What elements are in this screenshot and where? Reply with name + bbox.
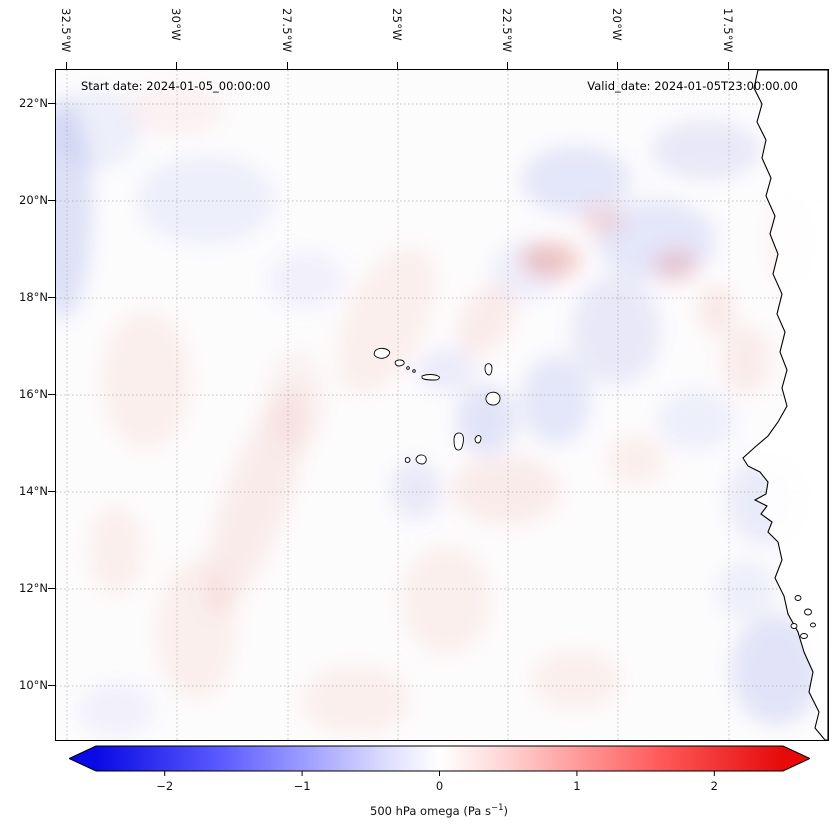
x-tick-label-17-5w: 17.5°W bbox=[721, 8, 735, 53]
x-tick-label-30w: 30°W bbox=[169, 8, 183, 41]
x-tick-label-32-5w: 32.5°W bbox=[59, 8, 73, 53]
x-tickmark bbox=[287, 62, 288, 69]
x-tickmark bbox=[507, 62, 508, 69]
cape-verde-islands bbox=[373, 347, 501, 465]
colorbar-tick-one: 1 bbox=[573, 779, 581, 793]
coastal-islands bbox=[790, 595, 816, 639]
valid-date-annotation: Valid_date: 2024-01-05T23:00:00.00 bbox=[587, 79, 798, 93]
y-tick-label-22n: 22°N bbox=[19, 96, 48, 110]
y-tick-label-16n: 16°N bbox=[19, 387, 48, 401]
colorbar-tick-zero: 0 bbox=[435, 779, 444, 793]
graticule-gridlines bbox=[56, 70, 828, 740]
x-tickmark bbox=[397, 62, 398, 69]
y-tickmark bbox=[48, 685, 55, 686]
map-canvas bbox=[56, 70, 828, 740]
colorbar-label-suffix: ) bbox=[503, 803, 508, 818]
y-tick-label-10n: 10°N bbox=[19, 678, 48, 692]
colorbar bbox=[67, 745, 812, 779]
omega-field bbox=[56, 85, 821, 738]
map-plot-area: Start date: 2024-01-05_00:00:00 Valid_da… bbox=[55, 69, 829, 741]
africa-coastline bbox=[742, 70, 828, 740]
colorbar-tick-minus1: −1 bbox=[293, 779, 311, 793]
colorbar-tick-minus2: −2 bbox=[156, 779, 174, 793]
x-tick-label-22-5w: 22.5°W bbox=[500, 8, 514, 53]
x-tick-label-27-5w: 27.5°W bbox=[280, 8, 294, 53]
x-tickmark bbox=[617, 62, 618, 69]
start-date-annotation: Start date: 2024-01-05_00:00:00 bbox=[81, 79, 271, 93]
y-tick-label-18n: 18°N bbox=[19, 290, 48, 304]
x-tickmark bbox=[176, 62, 177, 69]
x-tickmark bbox=[728, 62, 729, 69]
y-tick-label-14n: 14°N bbox=[19, 484, 48, 498]
colorbar-gradient bbox=[67, 745, 812, 776]
colorbar-tickmarks bbox=[164, 771, 715, 776]
y-tick-label-12n: 12°N bbox=[19, 581, 48, 595]
y-tickmark bbox=[48, 297, 55, 298]
y-tickmark bbox=[48, 200, 55, 201]
x-tick-label-25w: 25°W bbox=[390, 8, 404, 41]
y-tickmark bbox=[48, 103, 55, 104]
colorbar-label-text: 500 hPa omega (Pa s bbox=[370, 803, 491, 818]
colorbar-axis-label: 500 hPa omega (Pa s−1) bbox=[289, 803, 589, 818]
y-tickmark bbox=[48, 491, 55, 492]
x-tickmark bbox=[66, 62, 67, 69]
y-tickmark bbox=[48, 394, 55, 395]
y-tick-label-20n: 20°N bbox=[19, 193, 48, 207]
colorbar-label-superscript: −1 bbox=[490, 803, 504, 813]
colorbar-tick-two: 2 bbox=[710, 779, 718, 793]
y-tickmark bbox=[48, 588, 55, 589]
x-tick-label-20w: 20°W bbox=[610, 8, 624, 41]
